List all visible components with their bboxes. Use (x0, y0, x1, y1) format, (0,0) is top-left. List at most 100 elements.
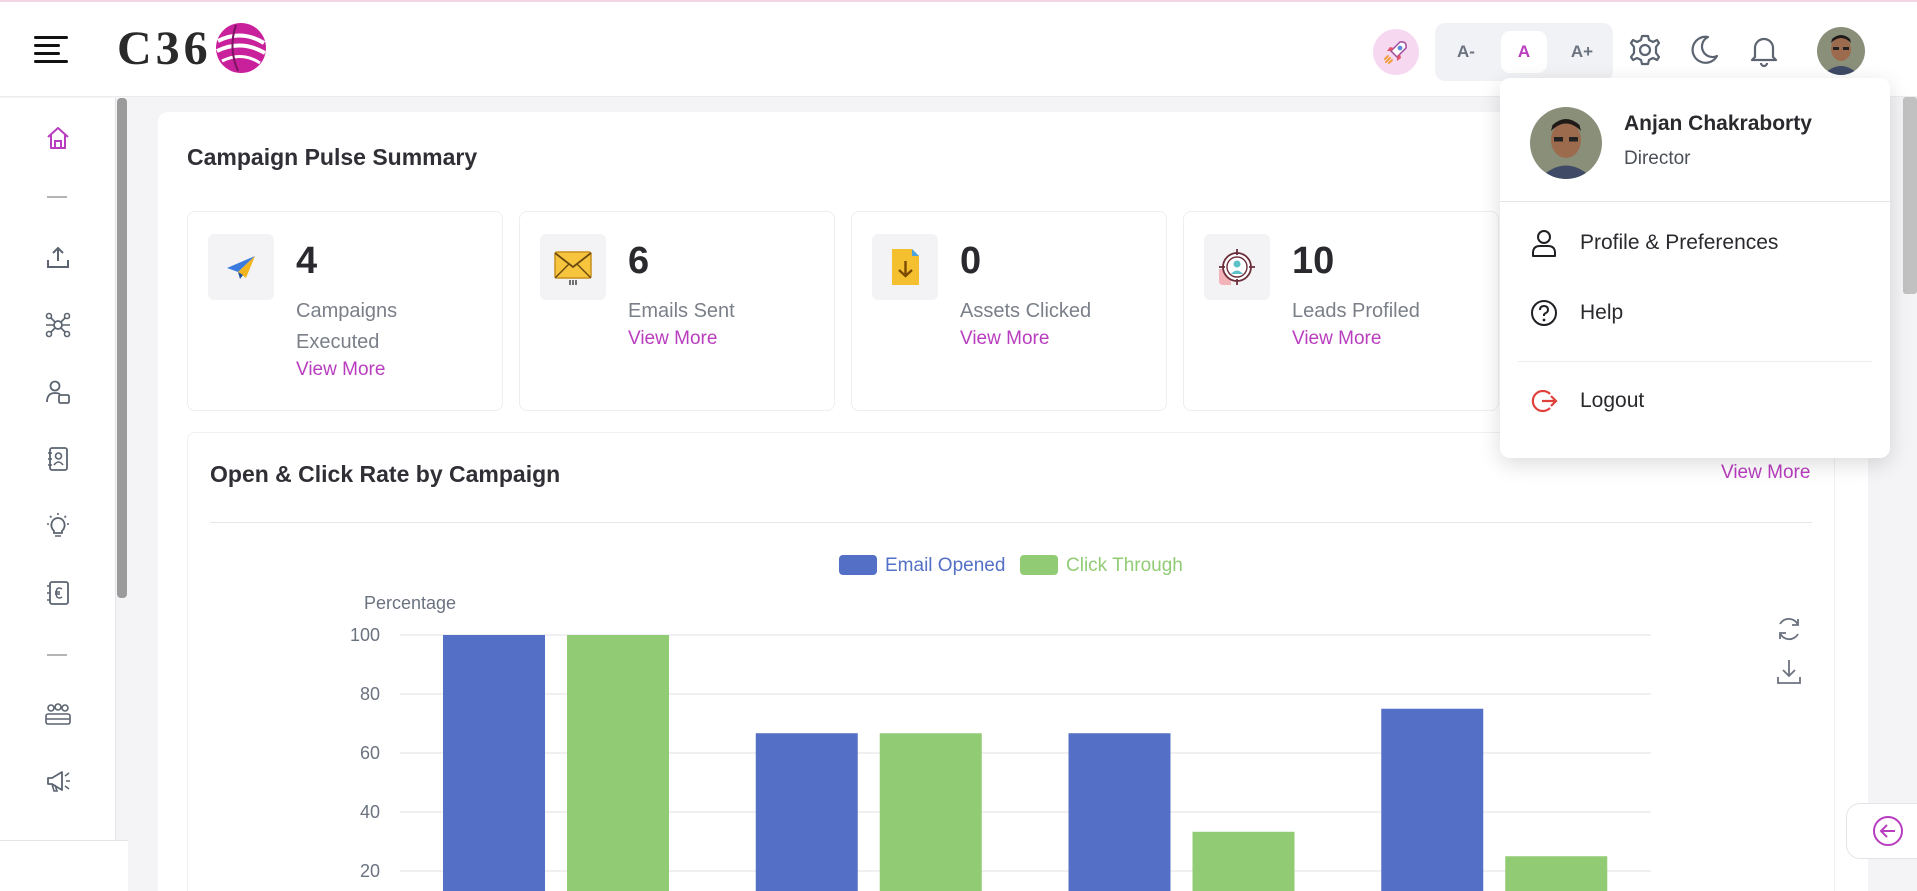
rocket-button[interactable] (1373, 29, 1419, 75)
font-size-controls: A- A A+ (1435, 23, 1613, 81)
user-icon (1532, 230, 1556, 257)
chart-view-more-link[interactable]: View More (1721, 462, 1811, 483)
legend-label: Email Opened (885, 555, 1005, 576)
sidebar-item-billing[interactable] (42, 577, 74, 609)
legend-swatch (839, 555, 877, 575)
chart-divider (210, 522, 1812, 523)
user-card-icon (46, 380, 70, 404)
bell-icon[interactable] (1746, 32, 1782, 68)
page-scrollbar-track (1898, 97, 1917, 891)
kpi-label: Emails Sent (628, 300, 735, 322)
menu-item-help[interactable]: Help (1530, 293, 1870, 333)
kpi-icon-box (540, 234, 606, 300)
kpi-icon-box (208, 234, 274, 300)
bar-chart: Email Opened Click Through Percentage 20 40 6… (350, 555, 1651, 891)
gear-icon[interactable] (1627, 32, 1663, 68)
network-icon (45, 312, 71, 338)
sidebar-scrollbar[interactable] (117, 98, 127, 598)
bar (1068, 733, 1171, 891)
y-tick-label: 60 (360, 743, 380, 763)
menu-item-label: Logout (1580, 389, 1645, 412)
sidebar-item-teams[interactable] (42, 698, 74, 730)
arrow-left-circle-icon (1873, 816, 1903, 846)
bar (1505, 856, 1608, 891)
menu-item-label: Help (1580, 301, 1624, 324)
rocket-icon (1384, 41, 1407, 64)
download-icon[interactable] (1774, 657, 1804, 687)
sidebar-item-campaigns[interactable] (42, 764, 74, 796)
avatar-image (1817, 27, 1865, 75)
home-icon (47, 127, 69, 149)
kpi-card-assets: 0 Assets Clicked View More (851, 211, 1167, 411)
kpi-view-more-link[interactable]: View More (628, 328, 718, 349)
megaphone-icon (47, 771, 70, 792)
profile-name: Anjan Chakraborty (1624, 112, 1812, 135)
bar (1192, 831, 1295, 891)
lightbulb-icon (47, 513, 69, 537)
top-header: C36 A- A A+ (0, 0, 1917, 97)
contact-book-icon (48, 447, 68, 471)
bar (567, 635, 669, 891)
sidebar-divider (47, 654, 67, 656)
menu-toggle-icon[interactable] (34, 36, 68, 64)
paper-plane-icon (227, 256, 255, 279)
kpi-value: 6 (628, 240, 650, 282)
font-increase-button[interactable]: A+ (1570, 42, 1594, 61)
sidebar-divider (47, 196, 67, 198)
help-circle-icon (1531, 300, 1557, 326)
profile-avatar (1530, 107, 1602, 179)
team-icon (45, 703, 71, 725)
kpi-label: Campaigns Executed (296, 300, 398, 353)
kpi-value: 10 (1292, 240, 1335, 282)
y-tick-label: 40 (360, 802, 380, 822)
dropdown-divider (1500, 201, 1890, 202)
sidebar-item-ideas[interactable] (42, 510, 74, 542)
sidebar-item-upload[interactable] (42, 242, 74, 274)
bar (443, 635, 545, 891)
collapse-panel-button[interactable] (1846, 803, 1917, 859)
billing-icon (47, 581, 69, 605)
menu-item-profile-preferences[interactable]: Profile & Preferences (1530, 223, 1870, 263)
target-person-icon (1219, 249, 1255, 285)
kpi-view-more-link[interactable]: View More (960, 328, 1050, 349)
kpi-label: Assets Clicked (960, 300, 1092, 322)
legend-swatch (1020, 555, 1058, 575)
profile-dropdown: Anjan Chakraborty Director Profile & Pre… (1500, 78, 1890, 458)
download-file-icon (892, 249, 919, 285)
y-tick-label: 80 (360, 684, 380, 704)
user-avatar[interactable] (1817, 27, 1865, 75)
page-scrollbar[interactable] (1903, 97, 1917, 294)
legend-label: Click Through (1066, 555, 1183, 576)
sidebar-footer (0, 840, 128, 891)
upload-icon (47, 246, 69, 268)
kpi-card-emails: 6 Emails Sent View More (519, 211, 835, 411)
sidebar-item-home[interactable] (42, 122, 74, 154)
kpi-value: 4 (296, 240, 318, 282)
avatar-image (1530, 107, 1602, 179)
sidebar (0, 98, 116, 840)
logo[interactable]: C36 (117, 18, 268, 78)
kpi-value: 0 (960, 240, 982, 282)
refresh-icon[interactable] (1774, 614, 1804, 644)
kpi-view-more-link[interactable]: View More (296, 359, 386, 380)
menu-item-logout[interactable]: Logout (1530, 381, 1870, 421)
bar (755, 733, 858, 891)
sidebar-item-users[interactable] (42, 376, 74, 408)
chart-title: Open & Click Rate by Campaign (210, 461, 561, 487)
sidebar-item-network[interactable] (42, 309, 74, 341)
y-tick-label: 20 (360, 861, 380, 881)
profile-role: Director (1624, 148, 1691, 169)
moon-icon[interactable] (1686, 32, 1722, 68)
kpi-icon-box (872, 234, 938, 300)
sidebar-item-contacts[interactable] (42, 443, 74, 475)
kpi-icon-box (1204, 234, 1270, 300)
envelope-icon (554, 251, 592, 285)
logout-icon (1531, 389, 1558, 413)
kpi-label: Leads Profiled (1292, 300, 1420, 322)
logo-text: C36 (117, 21, 212, 75)
font-normal-button[interactable]: A (1501, 31, 1547, 73)
font-decrease-button[interactable]: A- (1457, 42, 1475, 61)
kpi-card-campaigns: 4 Campaigns Executed View More (187, 211, 503, 411)
kpi-view-more-link[interactable]: View More (1292, 328, 1382, 349)
y-axis-label: Percentage (364, 593, 456, 613)
